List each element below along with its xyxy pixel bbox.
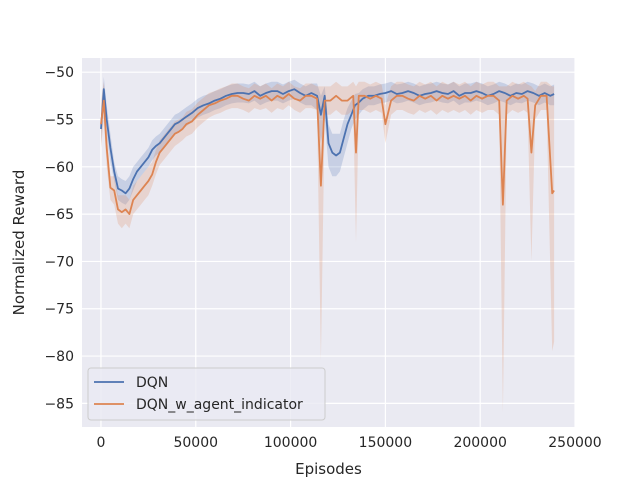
y-tick-label: −75	[44, 302, 74, 318]
x-axis-label: Episodes	[295, 460, 362, 478]
y-tick-label: −55	[44, 113, 74, 129]
legend-box	[87, 367, 326, 421]
x-tick-label: 100000	[264, 435, 317, 451]
series-line-dqn-w-agent-indicator	[100, 93, 555, 216]
x-tick-label: 200000	[453, 435, 506, 451]
x-axis-ticks: 0 50000 100000 150000 200000 250000	[97, 435, 602, 451]
x-tick-label: 0	[97, 435, 106, 451]
grid	[82, 58, 576, 427]
legend: DQN DQN_w_agent_indicator	[87, 367, 326, 421]
x-tick-label: 250000	[548, 435, 601, 451]
legend-label-dqn: DQN	[136, 375, 168, 391]
series-lines	[100, 88, 555, 216]
legend-label-dqn-w-agent-indicator: DQN_w_agent_indicator	[136, 397, 303, 413]
x-tick-label: 150000	[359, 435, 412, 451]
y-axis-label: Normalized Reward	[10, 170, 28, 316]
y-tick-label: −65	[44, 207, 74, 223]
y-axis-ticks: −85 −80 −75 −70 −65 −60 −55 −50	[44, 65, 74, 412]
series-line-dqn	[100, 88, 555, 195]
y-tick-label: −50	[44, 65, 74, 81]
x-tick-label: 50000	[173, 435, 218, 451]
y-tick-label: −60	[44, 160, 74, 176]
y-tick-label: −70	[44, 254, 74, 270]
y-tick-label: −80	[44, 349, 74, 365]
y-tick-label: −85	[44, 396, 74, 412]
